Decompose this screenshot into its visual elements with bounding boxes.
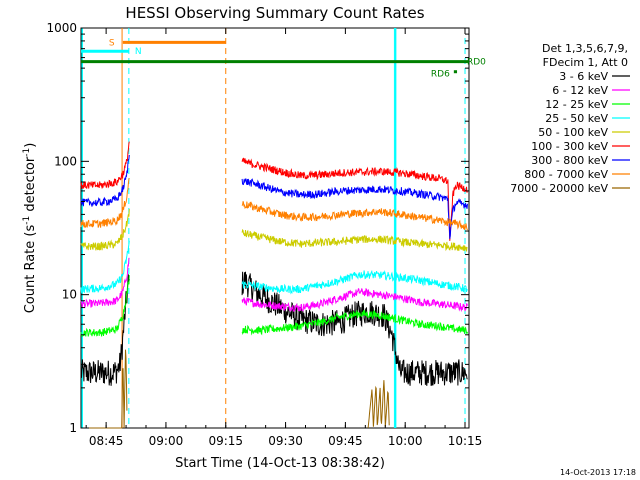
series-2 [80,275,468,337]
series-line-3-seg-1 [241,269,468,295]
plot-frame [80,27,470,429]
series-5 [80,141,468,241]
legend-label-3: 25 - 50 keV [545,112,608,125]
y-tick-label-0: 1 [69,421,77,435]
series-line-4-seg-0 [80,208,130,251]
series-7 [80,177,468,231]
series-line-5-seg-0 [80,141,130,190]
x-tick-label-3: 09:30 [268,434,303,448]
y-axis-label-sup2: -1 [22,148,32,157]
chart-title: HESSI Observing Summary Count Rates [125,4,424,22]
footer-timestamp: 14-Oct-2013 17:18 [560,468,636,477]
series-line-6-seg-0 [80,154,130,207]
series-line-2-seg-0 [80,275,130,337]
series-line-6-seg-1 [241,178,468,239]
series-1 [80,257,468,313]
y-tick-label-1: 10 [62,288,77,302]
y-axis-label-end: ) [23,143,38,148]
x-tick-label-1: 09:00 [149,434,184,448]
y-axis-label-sup1: -1 [22,216,32,225]
legend-label-4: 50 - 100 keV [538,126,608,139]
x-axis-label: Start Time (14-Oct-13 08:38:42) [175,456,385,471]
legend-label-6: 300 - 800 keV [531,154,608,167]
x-tick-label-5: 10:00 [388,434,423,448]
y-tick-label-3: 1000 [46,21,77,35]
flag-label-rd0: RD0 [467,58,486,68]
x-tick-label-0: 08:45 [89,434,124,448]
series-line-4-seg-1 [241,228,468,252]
series-line-5-seg-1 [241,157,468,241]
series-8 [81,349,390,429]
series-6 [80,154,468,239]
y-axis-label: Count Rate (s-1 detector-1) [22,143,38,314]
legend-header-1: Det 1,3,5,6,7,9, [542,42,628,55]
series-group [80,141,468,429]
legend-label-2: 12 - 25 keV [545,98,608,111]
series-line-0-seg-0 [80,274,130,386]
x-tick-label-6: 10:15 [448,434,483,448]
series-3 [80,240,468,295]
series-line-1-seg-1 [241,288,468,313]
x-axis-ticks: 08:45 09:00 09:15 09:30 09:45 10:00 10:15 [85,28,483,448]
x-tick-label-2: 09:15 [208,434,243,448]
flag-label-n: N [135,47,142,57]
series-line-8-seg-1 [367,380,390,429]
legend: Det 1,3,5,6,7,9, FDecim 1, Att 0 3 - 6 k… [510,42,630,195]
series-line-2-seg-1 [241,309,468,336]
series-line-3-seg-0 [80,240,130,294]
legend-header-2: FDecim 1, Att 0 [543,56,628,69]
series-line-1-seg-0 [80,257,130,309]
series-line-7-seg-1 [241,200,468,231]
flag-bars: S N RD0 RD6 [81,38,486,80]
legend-label-0: 3 - 6 keV [559,70,608,83]
y-axis-label-main: Count Rate (s [23,225,38,314]
series-line-7-seg-0 [80,177,130,229]
y-tick-label-2: 100 [54,154,77,168]
legend-label-7: 800 - 7000 keV [524,168,608,181]
legend-label-8: 7000 - 20000 keV [510,182,608,195]
x-tick-label-4: 09:45 [328,434,363,448]
legend-label-1: 6 - 12 keV [552,84,608,97]
flag-label-rd6: RD6 [431,70,450,80]
series-4 [80,208,468,252]
legend-label-5: 100 - 300 keV [531,140,608,153]
flag-label-s: S [109,38,115,48]
y-axis-ticks: 1 10 100 1000 [46,21,469,435]
y-axis-label-mid: detector [23,156,38,216]
